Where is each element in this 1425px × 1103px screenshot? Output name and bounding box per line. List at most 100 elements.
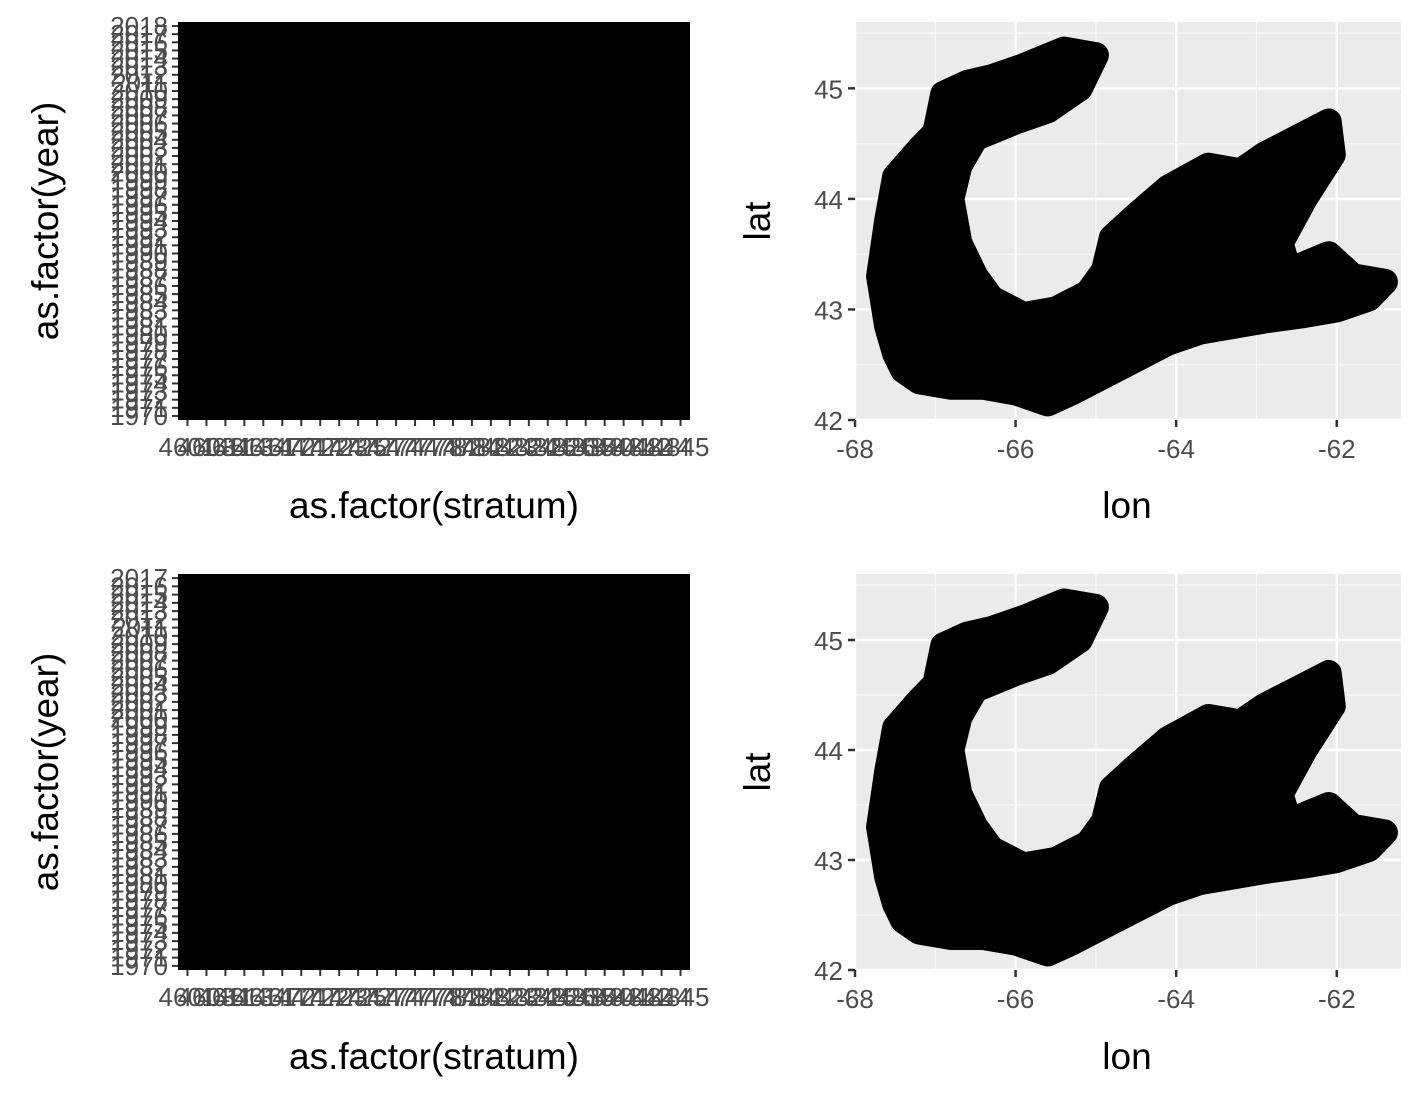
heatmap-y-tick-label-top: 1995 bbox=[110, 198, 168, 228]
heatmap-x-tick-label-bottom: 4777 bbox=[386, 982, 444, 1012]
scatter-point-top bbox=[1036, 99, 1059, 122]
scatter-point-bottom bbox=[1092, 915, 1115, 937]
scatter-point-bottom bbox=[924, 673, 947, 695]
scatter-point-top bbox=[1317, 110, 1340, 133]
heatmap-y-tick-label-top: 2001 bbox=[110, 149, 168, 179]
scatter-point-bottom bbox=[1157, 728, 1180, 750]
heatmap-x-tick-label-bottom: 4845 bbox=[652, 982, 710, 1012]
heatmap-x-tick-label-top: 4721 bbox=[272, 432, 330, 462]
scatter-point-top bbox=[884, 165, 907, 188]
scatter-point-top bbox=[876, 315, 899, 338]
scatter-point-top bbox=[1092, 364, 1115, 387]
heatmap-x-tick-label-bottom: 4842 bbox=[614, 982, 672, 1012]
scatter-point-top bbox=[1253, 309, 1276, 332]
heatmap-y-tick-label-top: 1972 bbox=[110, 385, 168, 415]
scatter-point-bottom bbox=[1004, 931, 1027, 954]
heatmap-y-tick-label-bottom: 1986 bbox=[110, 819, 168, 849]
scatter-x-title-top: lon bbox=[1102, 485, 1151, 526]
scatter-point-top bbox=[1076, 281, 1099, 304]
heatmap-y-tick-label-bottom: 2002 bbox=[110, 687, 168, 717]
heatmap-y-tick-label-bottom: 1994 bbox=[110, 753, 168, 783]
heatmap-y-title-top: as.factor(year) bbox=[25, 102, 66, 341]
scatter-x-tick-label-top: -62 bbox=[1318, 434, 1356, 464]
scatter-point-top bbox=[1373, 270, 1396, 293]
scatter-point-top bbox=[1293, 187, 1316, 210]
heatmap-x-tick-label-bottom: 4823 bbox=[481, 982, 539, 1012]
scatter-point-top bbox=[924, 121, 947, 144]
heatmap-x-tick-label-top: 4842 bbox=[614, 432, 672, 462]
heatmap-x-tick-label-top: 4845 bbox=[652, 432, 710, 462]
heatmap-x-tick-label-top: 4825 bbox=[519, 432, 577, 462]
scatter-point-top bbox=[1100, 226, 1123, 249]
scatter-panel-bottom: 42 43 44 45 -68 -66 -64 -62 lon lat bbox=[737, 574, 1401, 1077]
scatter-point-bottom bbox=[1060, 931, 1083, 954]
heatmap-x-tick-label-top: 4617 bbox=[253, 432, 311, 462]
scatter-point-top bbox=[956, 71, 979, 94]
scatter-point-top bbox=[1341, 265, 1364, 288]
heatmap-x-tick-label-top: 4601 bbox=[159, 432, 217, 462]
heatmap-x-tick-label-bottom: 4825 bbox=[519, 982, 577, 1012]
heatmap-y-tick-label-top: 1984 bbox=[110, 287, 168, 317]
scatter-x-tick-label-top: -64 bbox=[1157, 434, 1195, 464]
heatmap-y-tick-label-top: 2004 bbox=[110, 125, 168, 155]
scatter-y-tick-label-top: 43 bbox=[814, 295, 843, 325]
scatter-point-bottom bbox=[892, 909, 915, 932]
scatter-point-top bbox=[1293, 303, 1316, 326]
scatter-point-bottom bbox=[940, 926, 963, 948]
scatter-point-top bbox=[1068, 77, 1091, 100]
scatter-point-top bbox=[1285, 127, 1308, 150]
scatter-point-top bbox=[1197, 154, 1220, 177]
heatmap-y-tick-label-bottom: 2013 bbox=[110, 596, 168, 626]
heatmap-y-tick-label-bottom: 2014 bbox=[110, 588, 168, 618]
heatmap-y-tick-label-bottom: 1974 bbox=[110, 918, 168, 948]
heatmap-x-tick-label-top: 4844 bbox=[633, 432, 691, 462]
scatter-point-top bbox=[940, 375, 963, 398]
heatmap-y-tick-label-top: 1999 bbox=[110, 165, 168, 195]
scatter-point-bottom bbox=[964, 816, 987, 838]
scatter-point-bottom bbox=[1197, 706, 1220, 728]
scatter-point-bottom bbox=[1277, 810, 1300, 833]
scatter-x-tick-label-top: -68 bbox=[836, 434, 874, 464]
heatmap-x-tick-label-bottom: 4778 bbox=[405, 982, 463, 1012]
scatter-point-bottom bbox=[1293, 739, 1316, 761]
scatter-point-top bbox=[972, 375, 995, 398]
scatter-points-top bbox=[866, 36, 1398, 417]
scatter-point-top bbox=[940, 187, 963, 210]
scatter-point-top bbox=[1036, 392, 1059, 415]
heatmap-x-tick-label-top: 4777 bbox=[386, 432, 444, 462]
heatmap-x-tick-label-top: 4822 bbox=[462, 432, 520, 462]
heatmap-y-tick-label-bottom: 1973 bbox=[110, 926, 168, 956]
heatmap-y-tick-label-top: 1986 bbox=[110, 271, 168, 301]
heatmap-x-tick-label-bottom: 4723 bbox=[310, 982, 368, 1012]
heatmap-y-tick-label-bottom: 1980 bbox=[110, 868, 168, 898]
heatmap-y-tick-label-top: 1980 bbox=[110, 320, 168, 350]
scatter-point-bottom bbox=[1052, 590, 1075, 613]
heatmap-y-tick-label-bottom: 1999 bbox=[110, 712, 168, 742]
scatter-point-top bbox=[1012, 303, 1035, 326]
heatmap-x-tick-label-top: 4613 bbox=[215, 432, 273, 462]
scatter-point-top bbox=[932, 82, 955, 105]
heatmap-y-tick-label-bottom: 1987 bbox=[110, 811, 168, 841]
heatmap-x-tick-label-bottom: 4782 bbox=[424, 982, 482, 1012]
heatmap-y-tick-label-bottom: 1990 bbox=[110, 786, 168, 816]
heatmap-x-tick-label-top: 4835 bbox=[557, 432, 615, 462]
scatter-point-bottom bbox=[940, 739, 963, 761]
scatter-point-bottom bbox=[1253, 695, 1276, 717]
scatter-point-bottom bbox=[956, 623, 979, 646]
scatter-point-bottom bbox=[948, 706, 971, 728]
heatmap-y-tick-label-bottom: 1971 bbox=[110, 943, 168, 973]
heatmap-x-tick-label-bottom: 4826 bbox=[538, 982, 596, 1012]
heatmap-y-tick-label-bottom: 2001 bbox=[110, 695, 168, 725]
scatter-y-title-top: lat bbox=[737, 201, 778, 241]
scatter-x-tick-label-top: -66 bbox=[997, 434, 1035, 464]
heatmap-x-tick-label-top: 4784 bbox=[443, 432, 501, 462]
heatmap-x-tick-label-bottom: 4774 bbox=[367, 982, 425, 1012]
heatmap-x-tick-label-bottom: 4822 bbox=[462, 982, 520, 1012]
scatter-point-bottom bbox=[1321, 695, 1344, 717]
scatter-x-axis-bottom: -68 -66 -64 -62 bbox=[836, 970, 1356, 1014]
heatmap-x-title-top: as.factor(stratum) bbox=[289, 485, 579, 526]
heatmap-panel-top: 1970197119721973197419751976197719781979… bbox=[25, 11, 709, 526]
heatmap-y-tick-label-top: 1990 bbox=[110, 238, 168, 268]
heatmap-y-tick-label-bottom: 1988 bbox=[110, 802, 168, 832]
